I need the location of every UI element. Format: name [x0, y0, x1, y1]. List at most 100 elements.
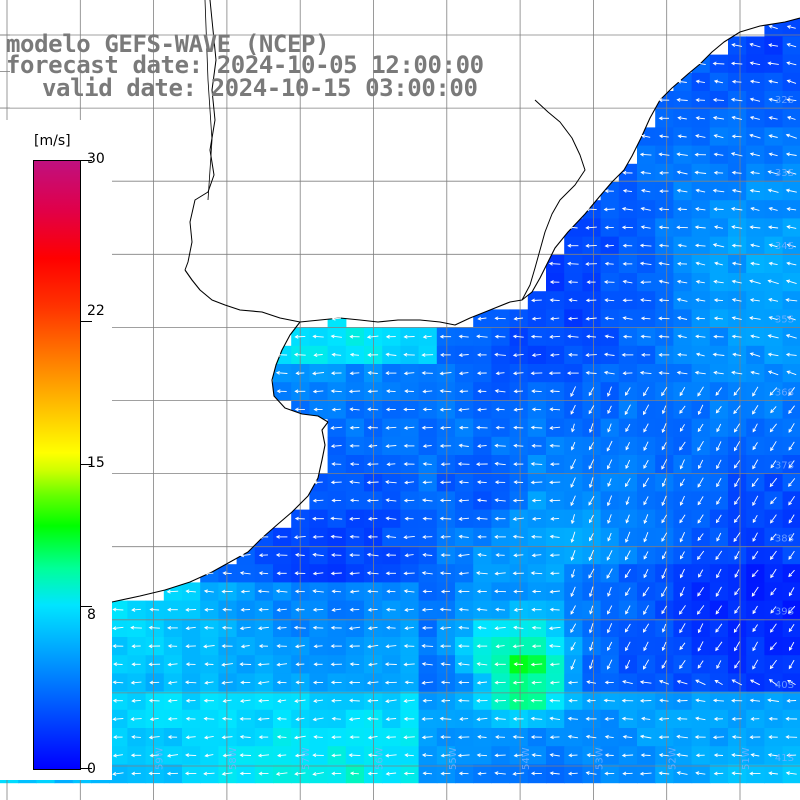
wind-arrow [204, 680, 214, 685]
wind-arrow [294, 699, 306, 703]
wind-arrow [661, 405, 667, 415]
wind-arrow [494, 389, 506, 393]
wind-arrow [494, 716, 506, 721]
wind-arrow [677, 243, 687, 248]
wind-arrow [403, 535, 415, 540]
wind-arrow [639, 370, 652, 375]
wind-arrow [767, 188, 779, 193]
wind-arrow [679, 568, 685, 579]
wind-arrow [658, 152, 670, 157]
wind-arrow [403, 662, 415, 667]
wind-arrow [586, 680, 596, 685]
wind-arrow [640, 753, 651, 758]
wind-arrow [697, 423, 704, 433]
wind-arrow [203, 735, 214, 740]
wind-arrow [439, 607, 452, 612]
wind-arrow [531, 316, 542, 321]
wind-arrow [458, 534, 469, 539]
wind-arrow [643, 404, 650, 416]
wind-arrow [733, 532, 741, 543]
wind-arrow [421, 643, 434, 648]
lat-label: 33S [775, 168, 794, 179]
wind-arrow [639, 261, 652, 266]
wind-arrow [712, 115, 725, 120]
wind-arrow [494, 316, 506, 321]
wind-arrow [786, 207, 797, 211]
wind-arrow [548, 643, 561, 648]
wind-arrow [458, 407, 470, 412]
colorbar-tick [80, 464, 92, 465]
wind-arrow [330, 625, 342, 630]
wind-arrow [749, 42, 761, 48]
wind-arrow [367, 353, 379, 357]
wind-arrow [440, 735, 451, 739]
wind-arrow [570, 586, 576, 598]
wind-arrow [386, 589, 396, 594]
wind-arrow [458, 443, 469, 448]
wind-arrow [221, 644, 233, 648]
wind-arrow [494, 680, 506, 685]
wind-arrow [148, 735, 160, 740]
wind-arrow [239, 771, 251, 776]
wind-arrow [694, 170, 707, 175]
wind-arrow [312, 516, 324, 521]
wind-arrow [221, 589, 233, 594]
wind-arrow [367, 607, 378, 612]
wind-arrow [641, 716, 651, 721]
wind-arrow [439, 571, 452, 575]
wind-arrow [570, 459, 577, 470]
wind-arrow [457, 698, 470, 703]
wind-arrow [661, 495, 667, 507]
wind-arrow [586, 753, 596, 758]
wind-arrow [752, 514, 758, 523]
wind-arrow [113, 735, 123, 739]
wind-arrow [494, 498, 506, 503]
wind-arrow [713, 717, 724, 721]
wind-arrow [604, 334, 615, 339]
wind-arrow [731, 316, 742, 321]
wind-arrow [713, 134, 724, 139]
wind-arrow [221, 735, 233, 740]
wind-arrow [276, 735, 287, 739]
wind-arrow [752, 386, 759, 397]
wind-arrow [513, 462, 524, 466]
colorbar-label-22: 22 [87, 303, 105, 319]
wind-arrow [513, 407, 524, 412]
wind-arrow [349, 644, 360, 649]
lon-label: 57W [301, 747, 312, 770]
wind-arrow [313, 480, 323, 485]
wind-arrow [586, 280, 596, 284]
wind-arrow [167, 607, 178, 612]
wind-arrow [349, 352, 360, 357]
wind-arrow [695, 716, 706, 721]
wind-arrow [513, 480, 524, 485]
wind-arrow [570, 550, 576, 561]
wind-arrow [349, 516, 360, 521]
wind-arrow [495, 607, 506, 612]
wind-arrow [293, 735, 306, 740]
wind-arrow [531, 298, 542, 303]
wind-arrow [530, 461, 543, 466]
wind-arrow [622, 243, 633, 248]
wind-arrow [695, 698, 706, 703]
wind-arrow [204, 607, 214, 612]
wind-arrow [643, 441, 649, 451]
wind-arrow [585, 771, 597, 776]
wind-arrow [348, 389, 361, 394]
wind-arrow [786, 170, 797, 175]
wind-arrow [549, 716, 561, 721]
wind-arrow [679, 623, 686, 634]
wind-arrow [570, 514, 575, 525]
wind-arrow [676, 297, 688, 302]
wind-arrow [622, 188, 633, 193]
wind-arrow [679, 441, 686, 451]
wind-arrow [295, 607, 305, 612]
wind-arrow [752, 532, 758, 542]
wind-arrow [713, 316, 724, 321]
wind-arrow [625, 605, 631, 615]
wind-arrow [622, 371, 633, 376]
wind-arrow [785, 716, 798, 721]
wind-arrow [770, 606, 777, 614]
wind-arrow [639, 680, 652, 685]
wind-arrow [588, 405, 595, 415]
